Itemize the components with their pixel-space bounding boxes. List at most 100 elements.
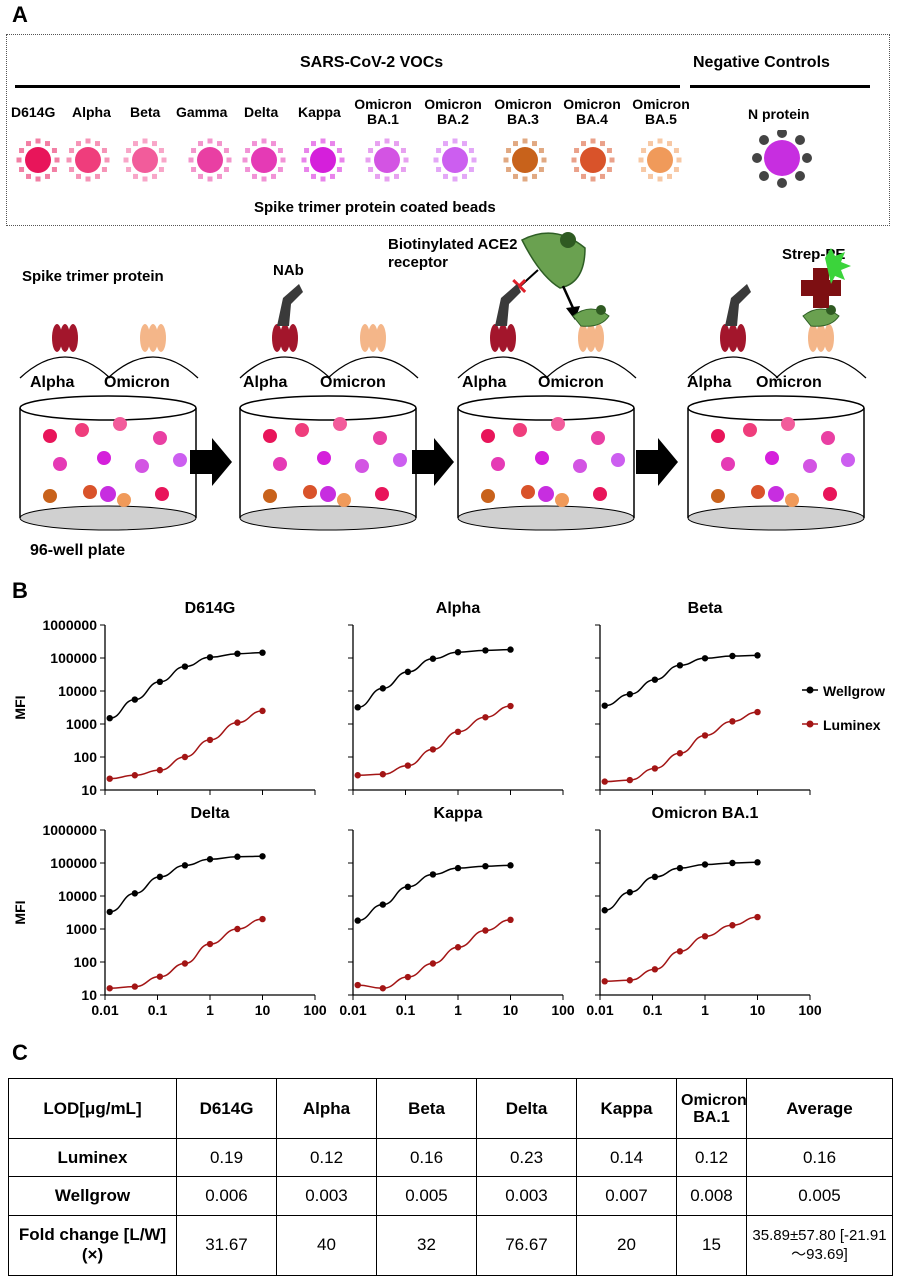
well-bead bbox=[303, 485, 317, 499]
data-point-luminex bbox=[379, 771, 387, 778]
well-top bbox=[19, 395, 197, 421]
spike-glyph bbox=[600, 173, 605, 179]
spike-glyph bbox=[311, 173, 316, 179]
spike-glyph bbox=[85, 176, 91, 182]
x-tick-label: 0.01 bbox=[91, 1002, 118, 1015]
spike-alpha-glyph bbox=[728, 324, 738, 352]
data-point-wellgrow bbox=[454, 648, 462, 656]
spike-glyph bbox=[443, 141, 448, 147]
spike-glyph bbox=[26, 173, 31, 179]
data-point-wellgrow bbox=[354, 917, 361, 924]
spike-glyph bbox=[384, 138, 390, 144]
data-point-wellgrow bbox=[429, 655, 437, 662]
well-bead bbox=[263, 429, 277, 443]
data-point-luminex bbox=[676, 948, 684, 955]
data-point-luminex bbox=[131, 772, 139, 779]
x-tick-label: 1 bbox=[701, 1002, 709, 1015]
variant-bead bbox=[365, 138, 409, 182]
bead-core bbox=[25, 147, 51, 173]
spike-glyph bbox=[522, 138, 528, 144]
table-cell: 0.23 bbox=[476, 1138, 577, 1178]
spike-glyph bbox=[133, 173, 138, 179]
well-bead bbox=[295, 423, 309, 437]
table-cell: 0.16 bbox=[376, 1138, 477, 1178]
table-cell: 0.16 bbox=[746, 1138, 893, 1178]
data-point-wellgrow bbox=[379, 685, 387, 692]
biotin-glyph bbox=[596, 305, 606, 315]
nab-antibody-glyph bbox=[725, 284, 751, 326]
well-bead bbox=[841, 453, 855, 467]
spike-glyph bbox=[19, 148, 25, 153]
table-cell: 0.003 bbox=[476, 1176, 577, 1216]
data-point-wellgrow bbox=[651, 873, 659, 881]
well-bead bbox=[555, 493, 569, 507]
chart-title: Beta bbox=[688, 600, 723, 617]
header-cell: Alpha bbox=[276, 1077, 377, 1140]
well-n-bead bbox=[538, 486, 554, 502]
data-point-luminex bbox=[754, 708, 761, 716]
spike-glyph bbox=[320, 138, 326, 144]
step2-title: NAb bbox=[273, 262, 304, 279]
spike-alpha-glyph bbox=[720, 324, 730, 352]
spike-glyph bbox=[54, 157, 60, 163]
variant-label-gamma: Gamma bbox=[176, 104, 228, 120]
spike-omicron-glyph bbox=[824, 324, 834, 352]
data-point-luminex bbox=[676, 750, 684, 757]
data-point-luminex bbox=[651, 966, 659, 973]
well-bead bbox=[593, 487, 607, 501]
spike-glyph bbox=[191, 148, 197, 153]
table-cell: 20 bbox=[576, 1214, 677, 1277]
spike-glyph bbox=[104, 157, 110, 163]
spike-glyph bbox=[648, 173, 653, 179]
spike-glyph bbox=[394, 173, 399, 179]
variant-bead bbox=[433, 138, 477, 182]
spike-glyph bbox=[673, 167, 679, 172]
data-point-luminex bbox=[701, 933, 709, 940]
spike-glyph bbox=[277, 167, 283, 172]
bead-core bbox=[580, 147, 606, 173]
spike-glyph bbox=[462, 141, 467, 147]
data-point-luminex bbox=[729, 718, 736, 725]
y-axis-label: MFI bbox=[12, 900, 28, 924]
data-point-luminex bbox=[131, 983, 139, 990]
spike-glyph bbox=[609, 157, 615, 163]
data-point-wellgrow bbox=[601, 702, 608, 709]
bead-core bbox=[132, 147, 158, 173]
data-point-wellgrow bbox=[729, 652, 736, 660]
well-bead bbox=[591, 431, 605, 445]
step3-title: Biotinylated ACE2 receptor bbox=[388, 236, 518, 271]
spike-glyph bbox=[301, 157, 307, 163]
y-tick-label: 100000 bbox=[50, 650, 97, 666]
spike-glyph bbox=[336, 148, 342, 153]
spike-glyph bbox=[66, 157, 72, 163]
header-cell: Average bbox=[746, 1077, 893, 1140]
well-bead bbox=[711, 429, 725, 443]
spike-glyph bbox=[452, 176, 458, 182]
table-cell: 76.67 bbox=[476, 1214, 577, 1277]
spike-omicron-glyph bbox=[148, 324, 158, 352]
spike-glyph bbox=[506, 167, 512, 172]
membrane-curve bbox=[687, 356, 779, 379]
spike-glyph bbox=[85, 138, 91, 144]
x-tick-label: 0.1 bbox=[148, 1002, 168, 1015]
panel-label-a: A bbox=[12, 2, 28, 27]
spike-glyph bbox=[590, 138, 596, 144]
table-cell: 0.14 bbox=[576, 1138, 677, 1178]
data-point-wellgrow bbox=[507, 862, 514, 869]
data-point-wellgrow bbox=[156, 873, 164, 881]
well-bead bbox=[535, 451, 549, 465]
spike-omicron-glyph bbox=[808, 324, 818, 352]
step2-omicron: Omicron bbox=[320, 374, 386, 391]
x-tick-label: 0.1 bbox=[643, 1002, 663, 1015]
well-bead bbox=[43, 489, 57, 503]
data-point-wellgrow bbox=[676, 864, 684, 872]
variant-bead bbox=[16, 138, 60, 182]
well-bead bbox=[611, 453, 625, 467]
chart-1: Alpha bbox=[348, 600, 564, 795]
data-point-wellgrow bbox=[156, 678, 164, 686]
spike-glyph bbox=[436, 148, 442, 153]
spike-glyph bbox=[368, 167, 374, 172]
spike-alpha-glyph bbox=[288, 324, 298, 352]
plate-label: 96-well plate bbox=[30, 542, 126, 559]
variant-label-ba5: Omicron BA.5 bbox=[632, 96, 690, 127]
